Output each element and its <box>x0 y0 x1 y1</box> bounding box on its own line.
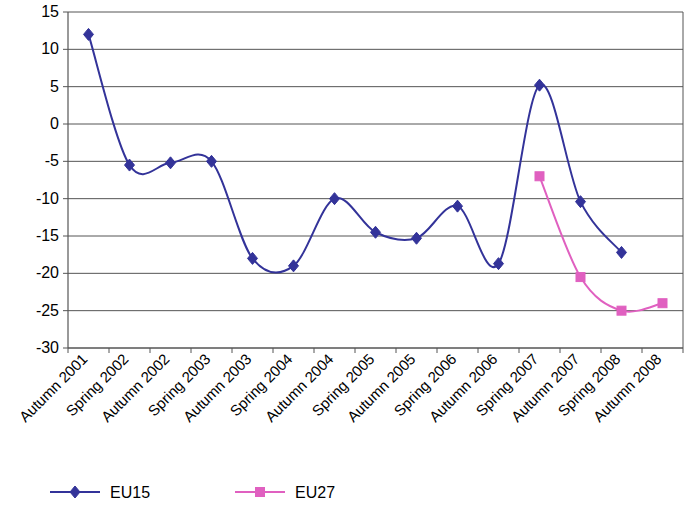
marker <box>84 28 94 40</box>
x-tick-label: Autumn 2008 <box>590 350 665 425</box>
marker <box>535 172 544 181</box>
y-tick-label: -25 <box>36 302 59 319</box>
marker <box>371 226 381 238</box>
y-tick-label: 5 <box>50 78 59 95</box>
x-tick <box>642 348 643 353</box>
marker <box>453 200 463 212</box>
legend-marker <box>70 486 80 498</box>
x-tick <box>355 348 356 353</box>
y-tick-label: -5 <box>45 152 59 169</box>
y-tick <box>63 12 68 13</box>
x-tick <box>478 348 479 353</box>
x-tick <box>191 348 192 353</box>
marker <box>576 273 585 282</box>
y-tick-label: 15 <box>41 3 59 20</box>
y-tick <box>63 236 68 237</box>
y-tick-label: -10 <box>36 190 59 207</box>
chart: -30-25-20-15-10-5051015Autumn 2001Spring… <box>0 0 685 515</box>
x-tick <box>150 348 151 353</box>
marker <box>248 252 258 264</box>
series-line <box>540 176 663 311</box>
marker <box>494 258 504 270</box>
y-tick <box>63 310 68 311</box>
y-tick <box>63 49 68 50</box>
grid-line <box>68 348 683 349</box>
legend-label: EU15 <box>110 484 150 501</box>
series-line <box>89 34 622 272</box>
marker <box>330 193 340 205</box>
x-tick <box>560 348 561 353</box>
y-tick <box>63 124 68 125</box>
y-tick-label: -20 <box>36 264 59 281</box>
grid-line <box>68 124 683 125</box>
y-tick-label: 0 <box>50 115 59 132</box>
x-tick <box>273 348 274 353</box>
plot-area <box>84 28 668 315</box>
x-tick <box>232 348 233 353</box>
legend: EU15 EU27 <box>50 484 335 501</box>
grid-line <box>68 12 683 13</box>
x-tick <box>437 348 438 353</box>
grid-line <box>68 49 683 50</box>
y-tick-label: -30 <box>36 339 59 356</box>
x-axis <box>68 347 683 348</box>
grid-line <box>68 161 683 162</box>
x-tick <box>314 348 315 353</box>
marker <box>289 260 299 272</box>
plot-border <box>683 12 684 348</box>
x-tick <box>601 348 602 353</box>
grid-line <box>68 310 683 311</box>
y-axis <box>67 12 68 348</box>
grid-line <box>68 198 683 199</box>
marker <box>166 157 176 169</box>
x-tick <box>396 348 397 353</box>
y-tick <box>63 198 68 199</box>
legend-label: EU27 <box>295 484 335 501</box>
x-tick <box>519 348 520 353</box>
grid-line <box>68 273 683 274</box>
y-tick <box>63 348 68 349</box>
marker <box>576 196 586 208</box>
marker <box>617 306 626 315</box>
marker <box>125 159 135 171</box>
grid-line <box>68 86 683 87</box>
y-tick <box>63 161 68 162</box>
x-tick <box>683 348 684 353</box>
marker <box>207 155 217 167</box>
y-tick <box>63 86 68 87</box>
y-tick <box>63 273 68 274</box>
legend-marker <box>256 488 265 497</box>
y-tick-label: 10 <box>41 40 59 57</box>
marker <box>412 232 422 244</box>
marker <box>658 299 667 308</box>
y-tick-label: -15 <box>36 227 59 244</box>
x-tick <box>109 348 110 353</box>
x-tick <box>68 348 69 353</box>
marker <box>535 79 545 91</box>
marker <box>617 246 627 258</box>
